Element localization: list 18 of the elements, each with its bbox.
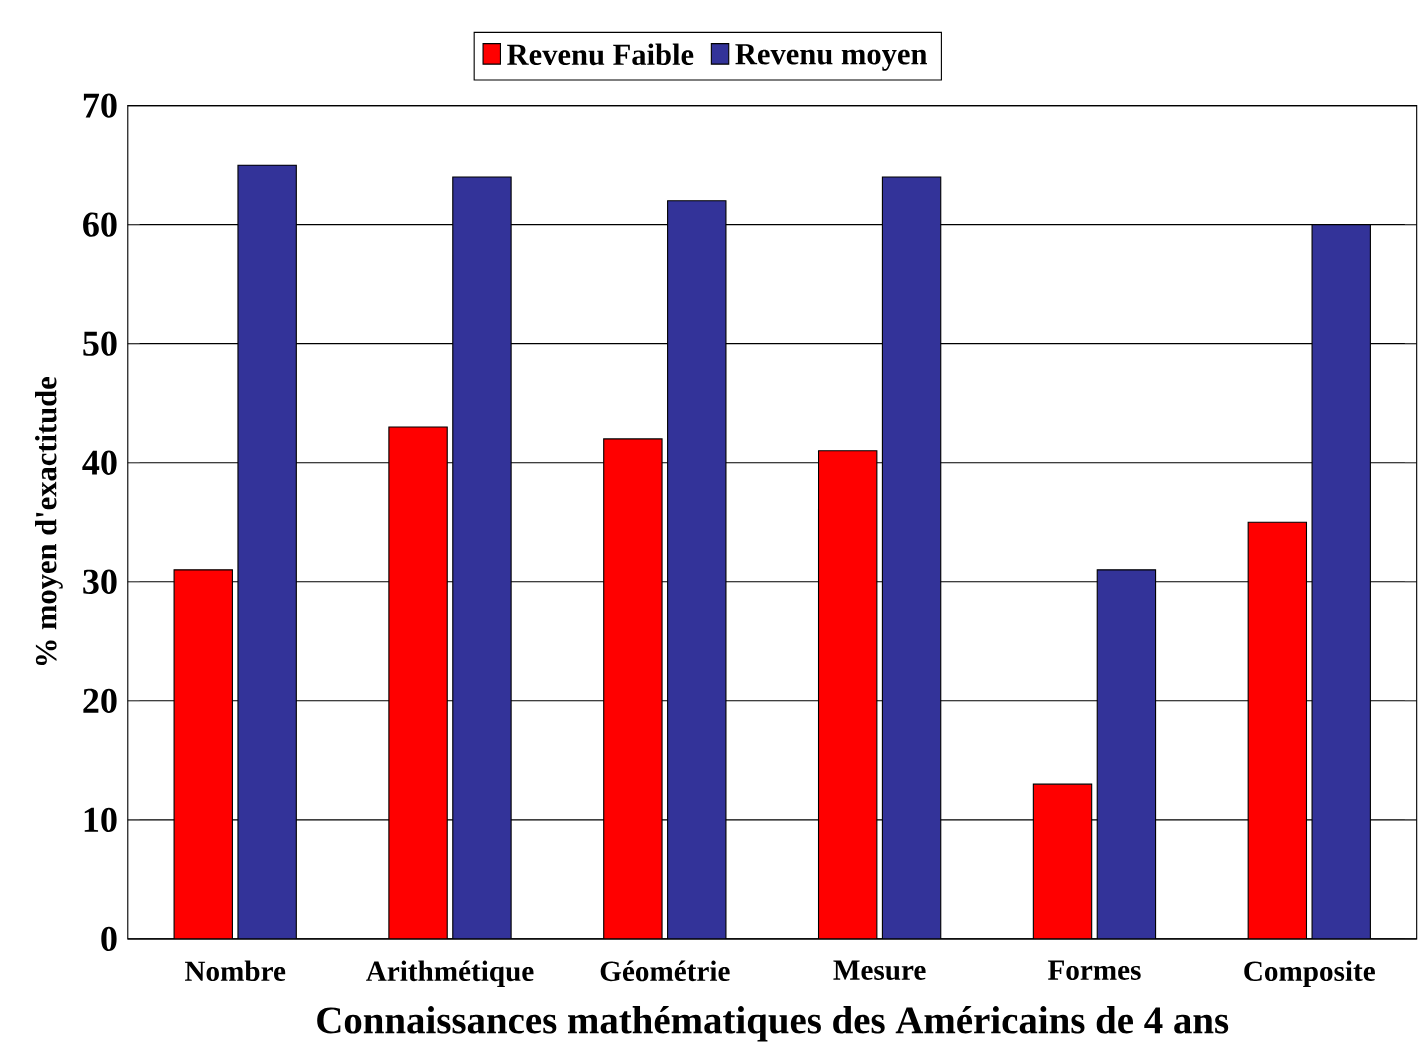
legend-label: Revenu moyen	[735, 44, 928, 71]
x-tick-label: Arithmétique	[366, 960, 534, 988]
legend-label: Revenu Faible	[507, 43, 694, 66]
y-tick-label: 70	[83, 93, 117, 118]
x-tick-label: Composite	[1244, 960, 1375, 988]
x-tick-label: Mesure	[833, 960, 926, 981]
y-tick-label: 20	[83, 688, 117, 714]
y-tick-label: 60	[83, 212, 117, 237]
x-tick-label: Géométrie	[600, 960, 730, 982]
y-tick-label: 10	[84, 807, 117, 833]
y-tick-label: 30	[83, 569, 117, 594]
y-tick-label: 0	[101, 926, 117, 952]
x-axis-title: Connaissances mathématiques des Américains de 4 ans	[317, 1006, 1229, 1042]
y-tick-label: 40	[82, 450, 117, 475]
x-tick-label: Formes	[1047, 960, 1141, 981]
y-tick-label: 50	[83, 331, 117, 356]
y-axis-title: % moyen d'exactitude	[35, 377, 63, 666]
x-tick-label: Nombre	[184, 960, 286, 982]
